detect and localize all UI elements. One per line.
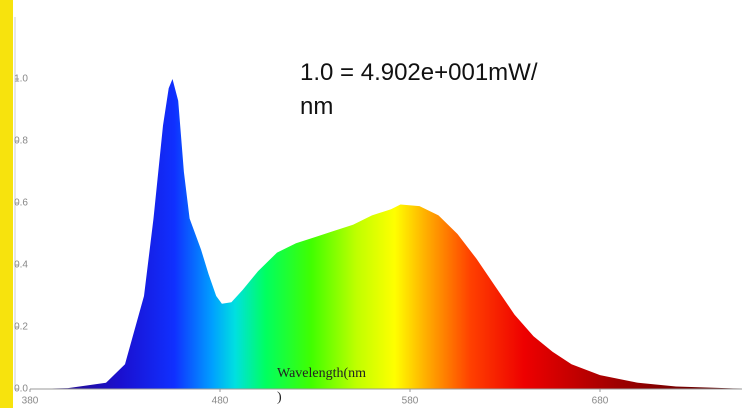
x-tick-label: 580 bbox=[402, 396, 419, 407]
annotation: 1.0 = 4.902e+001mW/ bbox=[300, 59, 538, 86]
y-tick-label: 0.4 bbox=[14, 260, 28, 271]
y-tick-label: 0.6 bbox=[14, 198, 28, 209]
y-tick-label: 0.0 bbox=[14, 384, 28, 395]
y-tick-label: 0.2 bbox=[14, 322, 28, 333]
side-bar bbox=[0, 0, 13, 408]
x-tick-label: 680 bbox=[592, 396, 609, 407]
spectrum-area bbox=[30, 79, 742, 389]
x-axis-label: ) bbox=[277, 390, 282, 405]
annotation: nm bbox=[300, 93, 333, 120]
x-axis-label: Wavelength(nm bbox=[277, 366, 366, 381]
x-tick-label: 480 bbox=[212, 396, 229, 407]
y-tick-label: 1.0 bbox=[14, 74, 28, 85]
x-tick-label: 380 bbox=[22, 396, 39, 407]
y-tick-label: 0.8 bbox=[14, 136, 28, 147]
